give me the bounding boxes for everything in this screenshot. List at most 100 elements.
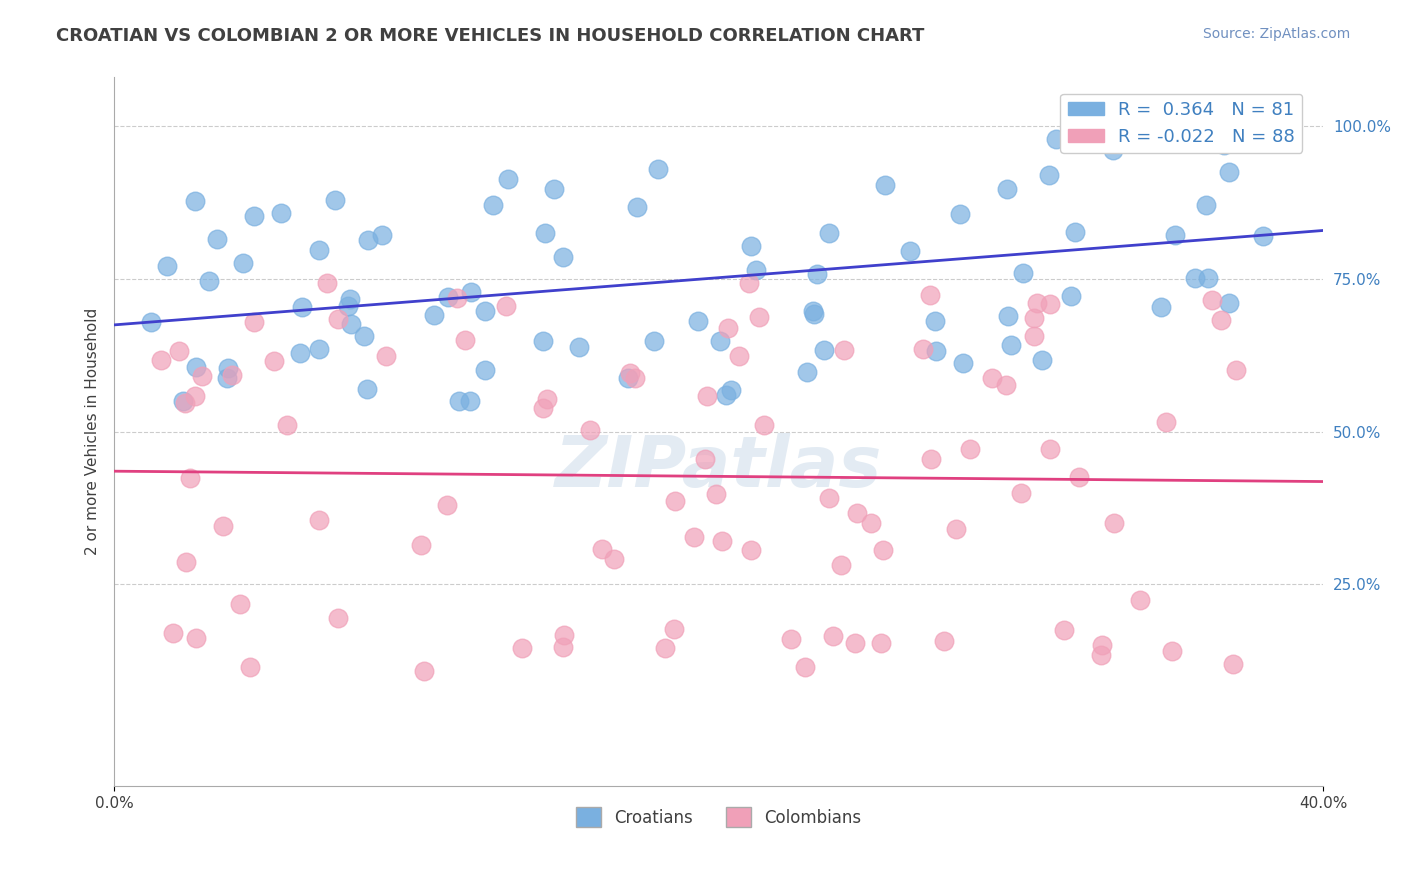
Croatians [925, 344, 948, 359]
Colombians [602, 552, 624, 566]
Croatians [1213, 138, 1236, 153]
Colombians [1053, 624, 1076, 638]
Colombians [994, 378, 1017, 392]
Colombians [326, 611, 349, 625]
Colombians [149, 352, 172, 367]
Croatians [460, 285, 482, 300]
Colombians [315, 276, 337, 290]
Colombians [1129, 592, 1152, 607]
Text: ZIPatlas: ZIPatlas [555, 433, 883, 501]
Croatians [496, 171, 519, 186]
Colombians [662, 623, 685, 637]
Colombians [1022, 329, 1045, 343]
Croatians [474, 363, 496, 377]
Colombians [846, 506, 869, 520]
Croatians [1011, 266, 1033, 280]
Croatians [1195, 197, 1218, 211]
Colombians [531, 401, 554, 416]
Colombians [162, 626, 184, 640]
Y-axis label: 2 or more Vehicles in Household: 2 or more Vehicles in Household [86, 308, 100, 555]
Colombians [1154, 415, 1177, 429]
Colombians [191, 369, 214, 384]
Colombians [238, 660, 260, 674]
Croatians [1135, 131, 1157, 145]
Croatians [952, 356, 974, 370]
Croatians [458, 394, 481, 409]
Croatians [553, 250, 575, 264]
Croatians [308, 244, 330, 258]
Croatians [531, 334, 554, 349]
Croatians [217, 360, 239, 375]
Croatians [924, 314, 946, 328]
Colombians [446, 291, 468, 305]
Colombians [654, 640, 676, 655]
Colombians [1225, 362, 1247, 376]
Croatians [1237, 131, 1260, 145]
Croatians [371, 228, 394, 243]
Croatians [543, 181, 565, 195]
Colombians [817, 491, 839, 506]
Croatians [242, 209, 264, 223]
Colombians [374, 349, 396, 363]
Colombians [860, 516, 883, 531]
Croatians [1164, 227, 1187, 242]
Colombians [173, 396, 195, 410]
Colombians [872, 542, 894, 557]
Colombians [823, 629, 845, 643]
Colombians [704, 487, 727, 501]
Croatians [423, 308, 446, 322]
Croatians [568, 340, 591, 354]
Croatians [626, 200, 648, 214]
Colombians [754, 418, 776, 433]
Colombians [748, 310, 770, 324]
Colombians [981, 371, 1004, 385]
Colombians [1039, 297, 1062, 311]
Colombians [553, 640, 575, 654]
Colombians [1091, 638, 1114, 652]
Colombians [710, 533, 733, 548]
Croatians [898, 244, 921, 258]
Colombians [579, 423, 602, 437]
Croatians [806, 268, 828, 282]
Colombians [920, 451, 942, 466]
Croatians [339, 292, 361, 306]
Colombians [959, 442, 981, 457]
Croatians [813, 343, 835, 357]
Croatians [643, 334, 665, 349]
Colombians [1161, 644, 1184, 658]
Colombians [411, 537, 433, 551]
Colombians [436, 498, 458, 512]
Croatians [1031, 352, 1053, 367]
Colombians [512, 640, 534, 655]
Croatians [745, 262, 768, 277]
Colombians [695, 452, 717, 467]
Croatians [817, 227, 839, 241]
Croatians [1060, 289, 1083, 303]
Colombians [308, 513, 330, 527]
Croatians [139, 315, 162, 329]
Colombians [1039, 442, 1062, 456]
Colombians [212, 518, 235, 533]
Colombians [174, 555, 197, 569]
Colombians [619, 367, 641, 381]
Croatians [616, 371, 638, 385]
Croatians [875, 178, 897, 192]
Croatians [205, 232, 228, 246]
Croatians [1000, 338, 1022, 352]
Colombians [780, 632, 803, 646]
Colombians [664, 493, 686, 508]
Colombians [413, 664, 436, 678]
Colombians [870, 636, 893, 650]
Croatians [720, 383, 742, 397]
Colombians [834, 343, 856, 358]
Colombians [911, 342, 934, 356]
Croatians [796, 365, 818, 379]
Colombians [495, 299, 517, 313]
Croatians [997, 309, 1019, 323]
Colombians [591, 541, 613, 556]
Colombians [794, 660, 817, 674]
Colombians [727, 349, 749, 363]
Croatians [172, 394, 194, 409]
Croatians [1150, 300, 1173, 314]
Colombians [683, 530, 706, 544]
